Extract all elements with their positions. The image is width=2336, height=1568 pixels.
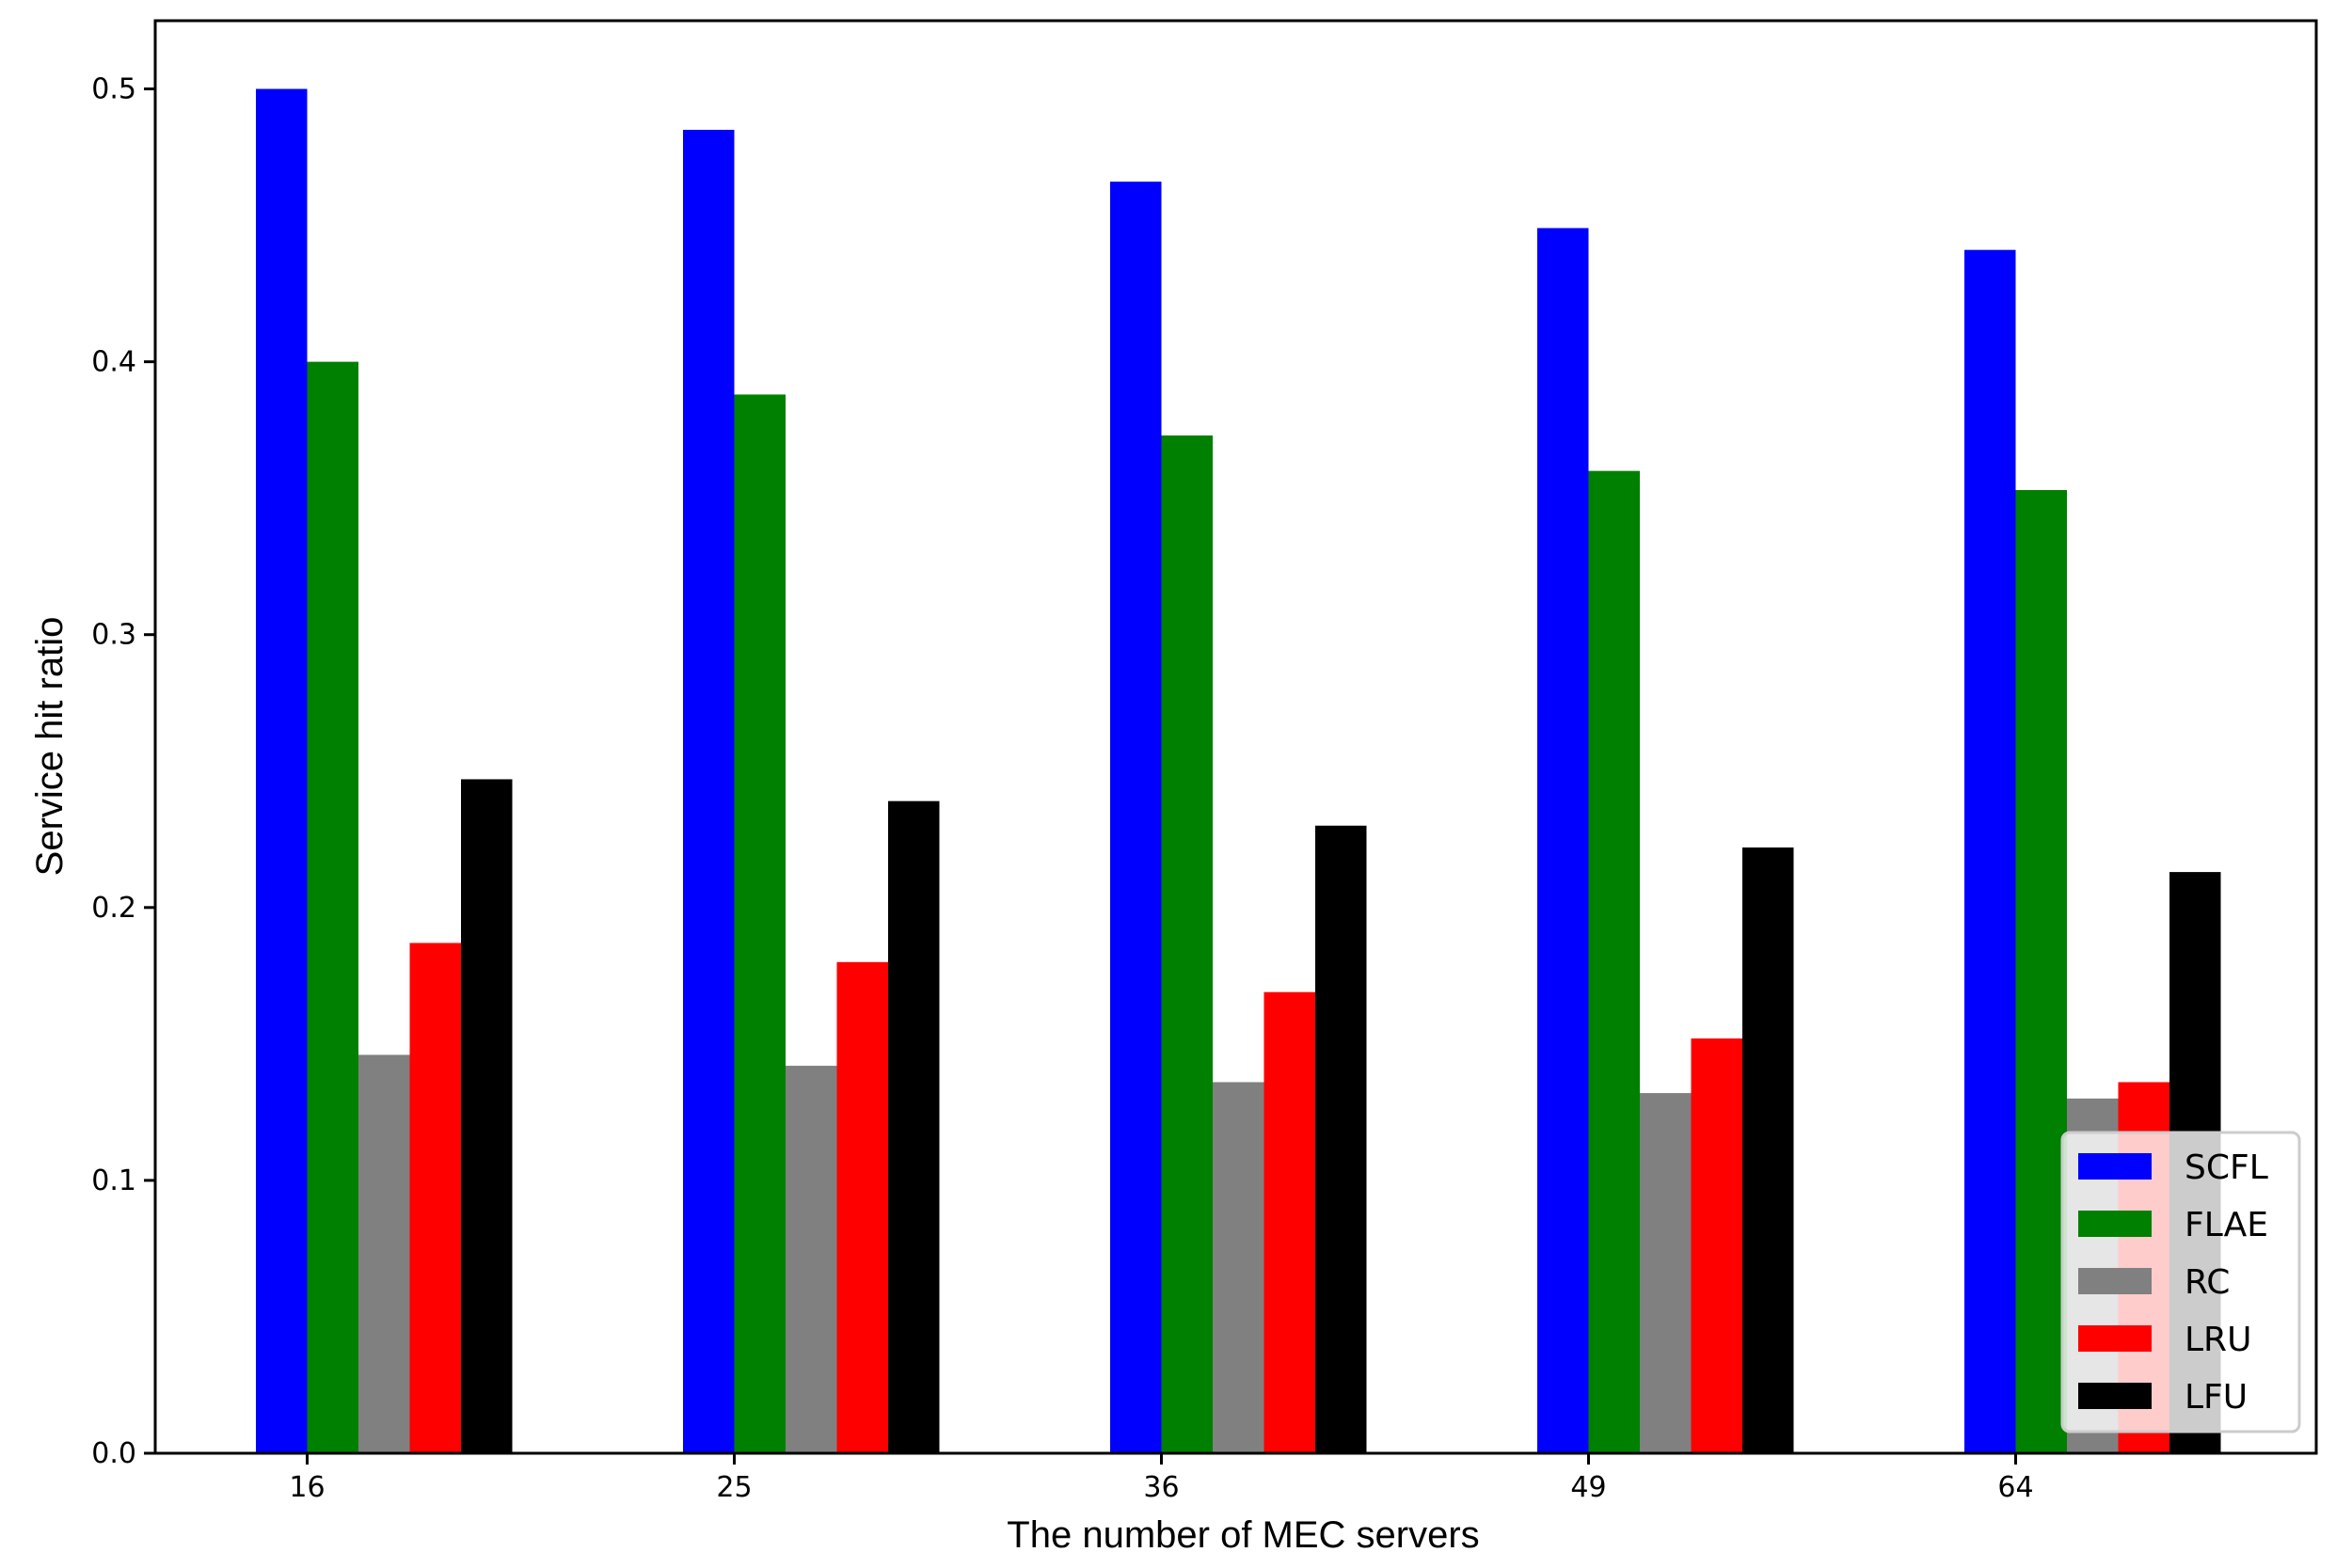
y-tick-label: 0.2: [91, 892, 136, 925]
legend-swatch-scfl: [2078, 1153, 2152, 1180]
bar-lru-49: [1691, 1038, 1742, 1453]
bar-scfl-25: [683, 130, 735, 1454]
bar-rc-25: [786, 1066, 837, 1453]
legend-label-rc: RC: [2185, 1263, 2230, 1302]
legend-swatch-lfu: [2078, 1383, 2152, 1409]
x-tick-label: 64: [1997, 1471, 2033, 1504]
bars-layer: [256, 88, 2221, 1454]
legend-label-lfu: LFU: [2185, 1378, 2248, 1417]
bar-scfl-36: [1110, 182, 1162, 1453]
bar-lfu-25: [888, 800, 940, 1453]
bar-scfl-49: [1537, 228, 1589, 1453]
bar-scfl-64: [1964, 249, 2016, 1454]
legend-label-lru: LRU: [2185, 1321, 2251, 1359]
y-axis-ticks: 0.0 0.1 0.2 0.3 0.4 0.5: [91, 73, 155, 1470]
bar-lfu-49: [1742, 847, 1794, 1453]
legend-swatch-rc: [2078, 1268, 2152, 1294]
bar-flae-25: [734, 394, 786, 1454]
x-axis-label: The number of MEC servers: [1007, 1514, 1479, 1556]
bar-lfu-16: [461, 779, 513, 1453]
legend: SCFL FLAE RC LRU LFU: [2060, 1131, 2301, 1433]
bar-rc-36: [1213, 1082, 1264, 1453]
x-tick-label: 49: [1570, 1471, 1606, 1504]
y-tick-label: 0.1: [91, 1164, 136, 1197]
bar-flae-16: [307, 361, 358, 1454]
x-tick-label: 25: [716, 1471, 752, 1504]
plot-frame: [153, 19, 2318, 1455]
y-tick-label: 0.5: [91, 73, 136, 106]
legend-label-scfl: SCFL: [2185, 1148, 2268, 1187]
bar-rc-16: [358, 1054, 410, 1453]
bar-flae-64: [2015, 489, 2067, 1453]
x-tick-label: 16: [289, 1471, 325, 1504]
bar-lfu-36: [1315, 825, 1367, 1453]
bar-flae-36: [1161, 435, 1213, 1453]
bar-lru-25: [836, 961, 888, 1453]
x-tick-label: 36: [1143, 1471, 1179, 1504]
y-tick-label: 0.4: [91, 346, 136, 379]
x-axis-ticks: 16 25 36 49 64: [289, 1453, 2034, 1504]
legend-swatch-flae: [2078, 1211, 2152, 1237]
y-tick-label: 0.0: [91, 1437, 136, 1470]
y-tick-label: 0.3: [91, 619, 136, 652]
bar-flae-49: [1588, 470, 1640, 1454]
bar-rc-49: [1640, 1093, 1692, 1453]
y-axis-label: Service hit ratio: [29, 617, 71, 877]
legend-box: [2060, 1131, 2301, 1433]
bar-lru-16: [409, 942, 461, 1453]
legend-label-flae: FLAE: [2185, 1206, 2268, 1244]
legend-swatch-lru: [2078, 1325, 2152, 1352]
bar-lru-36: [1263, 991, 1315, 1453]
bar-scfl-16: [256, 88, 308, 1454]
